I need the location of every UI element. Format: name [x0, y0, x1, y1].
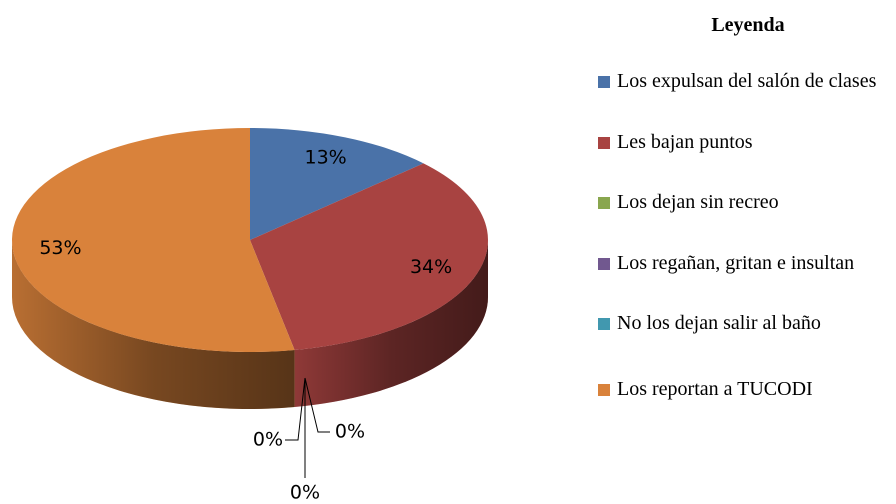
- data-label: 0%: [253, 429, 283, 451]
- side-shade: [294, 240, 488, 408]
- pie-area: 13% 34% 0% 0% 0% 53%: [12, 127, 489, 504]
- legend-label: Los expulsan del salón de clases: [617, 70, 877, 92]
- legend-entry: Los regañan, gritan e insultan: [598, 252, 894, 275]
- legend-swatch: [598, 197, 610, 209]
- legend-swatch: [598, 76, 610, 88]
- legend: Leyenda Los expulsan del salón de clases…: [598, 14, 896, 400]
- legend-swatch: [598, 137, 610, 149]
- legend-entry: No los dejan salir al baño: [598, 312, 894, 335]
- legend-entry: Los expulsan del salón de clases: [598, 70, 894, 93]
- data-label: 13%: [304, 146, 346, 168]
- legend-label: Les bajan puntos: [617, 131, 753, 153]
- legend-swatch: [598, 318, 610, 330]
- legend-entry: Los dejan sin recreo: [598, 191, 894, 214]
- legend-label: Los reportan a TUCODI: [617, 378, 813, 400]
- legend-label: No los dejan salir al baño: [617, 312, 821, 334]
- pie-slice: [250, 128, 424, 240]
- legend-label: Los regañan, gritan e insultan: [617, 252, 855, 274]
- legend-title: Leyenda: [711, 14, 785, 36]
- legend-label: Los dejan sin recreo: [617, 191, 779, 213]
- data-label: 34%: [410, 256, 452, 278]
- leader-line: [285, 377, 306, 441]
- side-shade: [12, 240, 295, 409]
- data-label: 0%: [335, 421, 365, 443]
- legend-entry: Les bajan puntos: [598, 131, 894, 154]
- pie-slice: [12, 127, 295, 353]
- pie-slice: [250, 163, 489, 351]
- legend-swatch: [598, 384, 610, 396]
- leader-line: [304, 377, 330, 433]
- legend-entry: Los reportan a TUCODI: [598, 378, 894, 401]
- legend-swatch: [598, 258, 610, 270]
- data-label: 53%: [39, 237, 81, 259]
- data-label: 0%: [290, 482, 320, 504]
